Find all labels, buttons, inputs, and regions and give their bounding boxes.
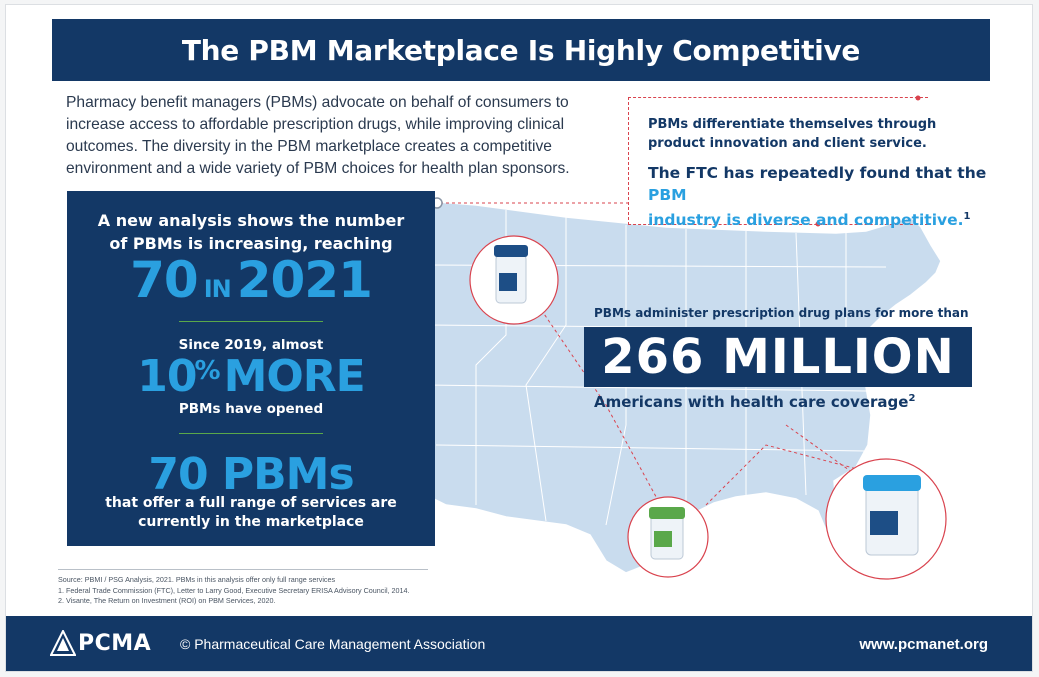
full-range-line: currently in the marketplace	[138, 514, 364, 530]
administer-tail-text: Americans with health care coverage	[594, 393, 909, 411]
administer-tail: Americans with health care coverage2	[594, 393, 994, 411]
intro-line: outcomes. The diversity in the PBM marke…	[66, 138, 552, 155]
pbm-count-2021: 70 IN 2021	[67, 251, 435, 309]
million-figure: 266 MILLION	[601, 329, 955, 385]
sources: Source: PBMI / PSG Analysis, 2021. PBMs …	[58, 575, 438, 607]
ftc-finding-highlight: industry is diverse and competitive.	[648, 211, 964, 230]
growth-lead-line: A new analysis shows the number	[97, 211, 405, 230]
intro-line: environment and a wide variety of PBM ch…	[66, 160, 570, 177]
rx-bottle-icon	[469, 235, 559, 325]
rx-bottle-green-icon	[627, 496, 709, 578]
footnote-marker: 2	[908, 393, 916, 404]
pbms-opened-text: PBMs have opened	[178, 401, 324, 417]
pcma-logo-text: PCMA	[78, 630, 152, 656]
source-line: Source: PBMI / PSG Analysis, 2021. PBMs …	[58, 575, 336, 584]
seventy-pbms: 70 PBMs	[148, 449, 354, 500]
differentiate-text: PBMs differentiate themselves through pr…	[648, 115, 938, 153]
million-banner: 266 MILLION	[584, 327, 972, 387]
pbm-count-number: 70	[130, 251, 199, 309]
percent-number: 10	[137, 351, 197, 402]
pbm-count-year: 2021	[236, 251, 373, 309]
footnote-marker: 1	[963, 211, 971, 222]
full-range-text: that offer a full range of services are …	[67, 494, 435, 532]
ftc-finding-highlight: PBM	[648, 186, 687, 204]
sources-divider	[58, 569, 428, 570]
pcma-logo[interactable]: PCMA	[50, 630, 151, 656]
growth-lead: A new analysis shows the number of PBMs …	[67, 209, 435, 255]
differentiate-line: PBMs differentiate themselves through	[648, 117, 937, 132]
divider	[179, 321, 323, 322]
ftc-finding: The FTC has repeatedly found that the PB…	[648, 162, 998, 231]
ftc-finding-text: The FTC has repeatedly found that the	[648, 164, 987, 182]
full-range-line: that offer a full range of services are	[105, 495, 397, 511]
footer: PCMA © Pharmaceutical Care Management As…	[6, 616, 1032, 671]
infographic: The PBM Marketplace Is Highly Competitiv…	[5, 4, 1033, 672]
source-line: 1. Federal Trade Commission (FTC), Lette…	[58, 585, 410, 595]
intro-line: Pharmacy benefit managers (PBMs) advocat…	[66, 94, 569, 111]
ftc-callout-frame	[628, 97, 928, 225]
since-2019-text: Since 2019, almost	[178, 337, 324, 353]
pcma-logo-icon	[50, 630, 76, 656]
administer-lead: PBMs administer prescription drug plans …	[594, 306, 969, 320]
more-word: MORE	[223, 351, 366, 402]
percent-sign: %	[194, 356, 221, 386]
differentiate-line: product innovation and client service.	[648, 136, 927, 151]
pbm-count-in: IN	[203, 275, 232, 303]
growth-lead-line: of PBMs is increasing, reaching	[109, 234, 393, 253]
title-banner: The PBM Marketplace Is Highly Competitiv…	[52, 19, 990, 81]
ten-percent-more: 10%MORE	[67, 351, 435, 402]
pbm-growth-panel: A new analysis shows the number of PBMs …	[67, 191, 435, 546]
page-title: The PBM Marketplace Is Highly Competitiv…	[181, 33, 861, 67]
source-line: 2. Visante, The Return on Investment (RO…	[58, 596, 276, 605]
rx-bottle-large-icon	[825, 458, 947, 580]
intro-paragraph: Pharmacy benefit managers (PBMs) advocat…	[66, 92, 586, 180]
copyright-text: © Pharmaceutical Care Management Associa…	[180, 636, 486, 652]
intro-line: increase access to affordable prescripti…	[66, 116, 565, 133]
divider	[179, 433, 323, 434]
website-link[interactable]: www.pcmanet.org	[859, 636, 988, 653]
